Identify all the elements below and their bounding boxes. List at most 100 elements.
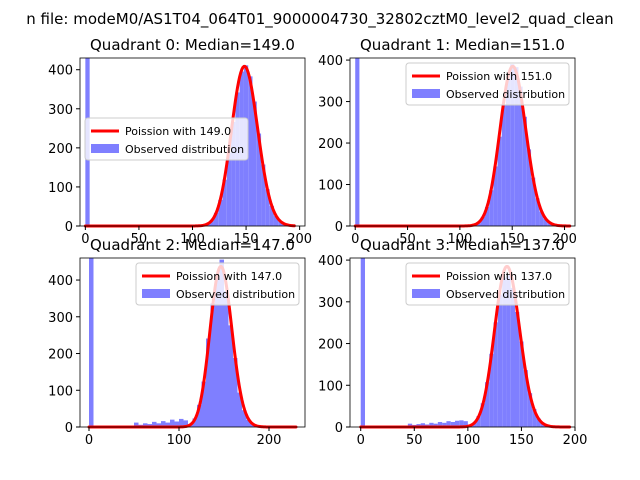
quadrant-3-hist-bar bbox=[450, 421, 455, 427]
quadrant-2-xtick-label: 0 bbox=[85, 433, 93, 448]
quadrant-3-hist-bar bbox=[532, 409, 537, 427]
quadrant-0-ytick-label: 300 bbox=[48, 103, 73, 118]
quadrant-2-legend: Poission with 147.0 Observed distribution bbox=[135, 262, 300, 306]
quadrant-2-ytick-label: 300 bbox=[48, 311, 73, 326]
quadrant-3-hist-bar bbox=[463, 421, 468, 427]
quadrant-3-hist-bar bbox=[485, 382, 490, 427]
quadrant-1-hist-bar bbox=[514, 67, 519, 226]
quadrant-3-ytick-label: 300 bbox=[318, 296, 343, 311]
quadrant-3-hist-bar bbox=[536, 418, 541, 427]
quadrant-0-xtick-label: 200 bbox=[287, 232, 312, 247]
quadrant-0-xtick-label: 0 bbox=[81, 232, 89, 247]
quadrant-0-xtick-label: 100 bbox=[180, 232, 205, 247]
quadrant-3-hist-bar bbox=[519, 341, 524, 427]
quadrant-3-ytick-label: 0 bbox=[335, 421, 343, 436]
quadrant-1-hist-bar bbox=[522, 116, 527, 226]
quadrant-0-ytick-label: 200 bbox=[48, 142, 73, 157]
quadrant-3-xtick-label: 100 bbox=[455, 433, 480, 448]
quadrant-2-hist-bar bbox=[192, 418, 197, 427]
quadrant-0-hist-bar bbox=[261, 164, 266, 226]
quadrant-3-hist-bar bbox=[497, 294, 503, 427]
quadrant-3-ytick-label: 100 bbox=[318, 379, 343, 394]
quadrant-3-hist-bar bbox=[442, 422, 447, 427]
quadrant-1-xtick-label: 200 bbox=[552, 232, 577, 247]
quadrant-1-ytick-label: 200 bbox=[318, 137, 343, 152]
quadrant-2-xtick-label: 100 bbox=[167, 433, 192, 448]
quadrant-2-chart: 0 100 200 0 100 200 300 400 Quadrant 2: Median=1… bbox=[48, 236, 306, 448]
quadrant-3-legend-hist-swatch bbox=[412, 289, 440, 298]
quadrant-3-legend-hist-label: Observed distribution bbox=[446, 288, 565, 301]
quadrant-1-hist-bar bbox=[543, 218, 548, 226]
quadrant-1-hist-bar bbox=[476, 223, 481, 226]
quadrant-0-hist-bar bbox=[278, 221, 283, 226]
quadrant-2-hist-bar bbox=[219, 259, 224, 427]
quadrant-3-legend-fit-label: Poission with 137.0 bbox=[446, 270, 552, 283]
quadrant-0-hist-bar bbox=[273, 216, 279, 226]
quadrant-2-ytick-label: 400 bbox=[48, 274, 73, 289]
quadrant-3-title: Quadrant 3: Median=137.0 bbox=[360, 236, 565, 254]
quadrant-3-hist-bar bbox=[446, 421, 451, 427]
quadrant-0-hist-bar bbox=[231, 121, 236, 226]
quadrant-3-hist-bar bbox=[489, 353, 494, 427]
quadrant-1-hist-bar bbox=[531, 177, 536, 226]
quadrant-3-legend: Poission with 137.0 Observed distribution bbox=[405, 262, 570, 306]
quadrant-2-hist-bar bbox=[89, 258, 94, 427]
quadrant-3-legend-box bbox=[405, 262, 570, 306]
quadrant-0-ytick-label: 400 bbox=[48, 64, 73, 79]
quadrant-3-hist-bar bbox=[420, 423, 425, 427]
figure-suptitle: n file: modeM0/AS1T04_064T01_9000004730_… bbox=[26, 10, 613, 29]
quadrant-3-ytick-label: 400 bbox=[318, 254, 343, 269]
quadrant-3-axes-frame bbox=[349, 257, 576, 428]
quadrant-2-hist-bar bbox=[143, 423, 148, 427]
quadrant-2-hist-bar bbox=[233, 358, 238, 427]
quadrant-1-hist-bar bbox=[489, 190, 494, 226]
quadrant-1-title: Quadrant 1: Median=151.0 bbox=[360, 36, 565, 54]
quadrant-1-axes-frame bbox=[349, 57, 576, 227]
quadrant-2-legend-hist-label: Observed distribution bbox=[176, 288, 295, 301]
quadrant-2-hist-bar bbox=[174, 421, 179, 427]
quadrant-1-ytick-label: 0 bbox=[335, 220, 343, 235]
quadrant-1-legend: Poission with 151.0 Observed distribution bbox=[405, 62, 570, 106]
quadrant-2-hist-bar bbox=[197, 404, 202, 427]
quadrant-1-legend-fit-label: Poission with 151.0 bbox=[446, 70, 552, 83]
quadrant-1-hist-bar bbox=[505, 78, 511, 226]
quadrant-0-legend-hist-swatch bbox=[91, 144, 119, 153]
quadrant-2-hist-bar bbox=[206, 338, 211, 427]
quadrant-0-title: Quadrant 0: Median=149.0 bbox=[90, 36, 295, 54]
quadrant-3-hist-bar bbox=[407, 423, 413, 427]
quadrant-3-chart: 0 50 100 150 200 0 100 200 300 400 Quadrant 3: Med… bbox=[318, 236, 587, 448]
quadrant-3-hist-bar bbox=[360, 258, 365, 427]
quadrant-1-hist-bar bbox=[518, 86, 523, 226]
quadrant-1-ytick-label: 100 bbox=[318, 179, 343, 194]
quadrant-1-hist-bar bbox=[526, 149, 532, 226]
quadrant-0-legend-hist-label: Observed distribution bbox=[125, 143, 244, 156]
quadrant-3-hist-bar bbox=[459, 420, 464, 427]
quadrant-2-hist-bar bbox=[183, 420, 188, 427]
quadrant-0-ytick-label: 0 bbox=[65, 220, 73, 235]
quadrant-0-xtick-label: 50 bbox=[131, 232, 148, 247]
quadrant-0-ytick-label: 100 bbox=[48, 181, 73, 196]
quadrant-1-legend-box bbox=[405, 62, 570, 106]
quadrant-1-chart: 0 50 100 150 200 0 100 200 300 400 Quadrant 1: Med… bbox=[318, 36, 577, 247]
quadrant-0-hist-bar bbox=[256, 133, 262, 226]
quadrant-1-hist-bar bbox=[485, 206, 490, 226]
quadrant-1-hist-bar bbox=[355, 58, 360, 226]
quadrant-3-xtick-label: 0 bbox=[357, 433, 365, 448]
quadrant-2-hist-bar bbox=[152, 421, 157, 427]
quadrant-2-legend-hist-swatch bbox=[142, 289, 170, 298]
quadrant-2-ytick-label: 200 bbox=[48, 348, 73, 363]
quadrant-0-hist-bar bbox=[265, 189, 270, 226]
quadrant-2-hist-bar bbox=[224, 291, 229, 427]
quadrant-3-hist-bar bbox=[429, 422, 434, 427]
quadrant-2-title: Quadrant 2: Median=147.0 bbox=[90, 236, 295, 254]
quadrant-2-hist-bar bbox=[246, 419, 251, 427]
quadrant-2-hist-bar bbox=[170, 419, 175, 427]
quadrant-1-hist-bar bbox=[493, 166, 498, 226]
quadrant-0-hist-bar bbox=[252, 101, 257, 226]
quadrant-0-hist-bar bbox=[209, 223, 214, 226]
quadrant-1-hist-bar bbox=[497, 136, 502, 226]
quadrant-2-hist-bar bbox=[134, 422, 139, 427]
quadrant-3-hist-bar bbox=[476, 416, 481, 427]
quadrant-3-hist-bar bbox=[527, 393, 533, 427]
